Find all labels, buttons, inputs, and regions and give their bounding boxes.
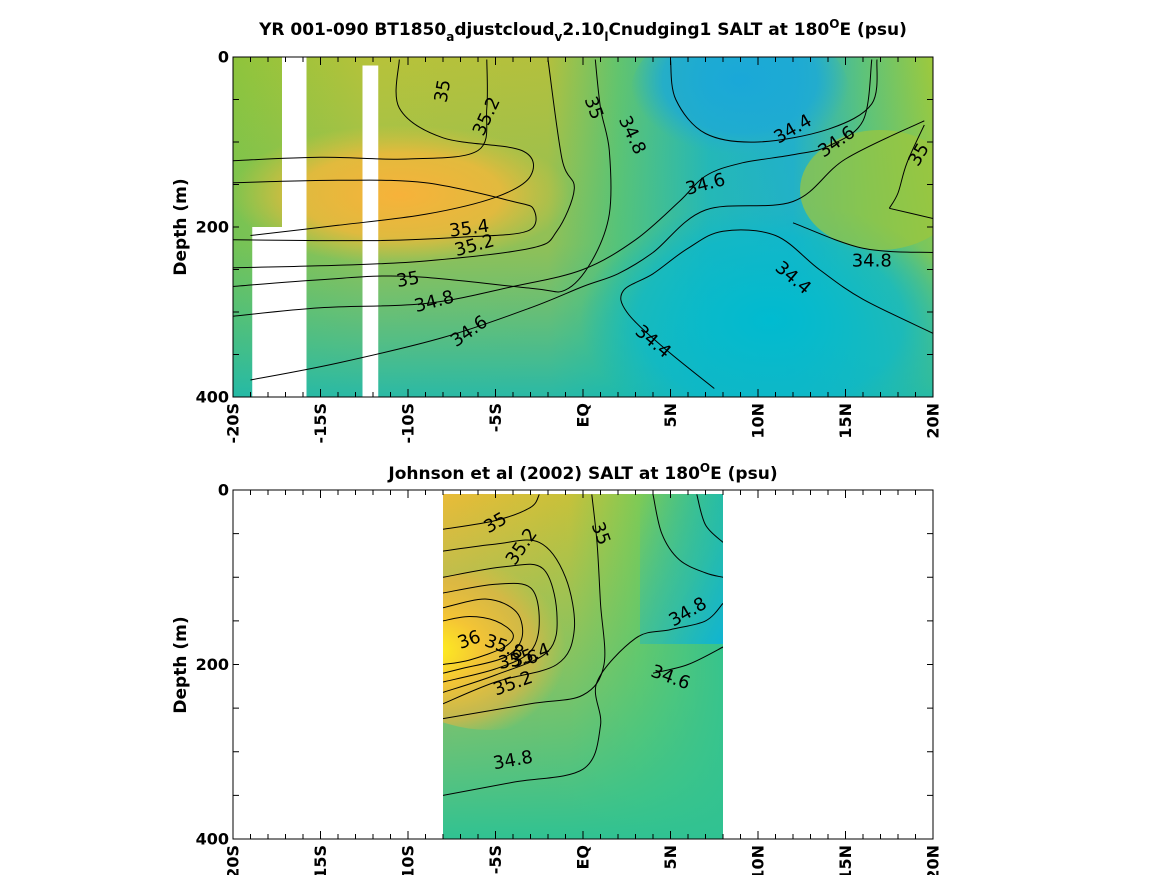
x-tick-label: 20N <box>924 845 943 875</box>
x-tick-label: 20N <box>924 403 943 439</box>
contour-line-35-4-3 <box>443 563 558 693</box>
contour-line-34-8-8 <box>652 494 723 578</box>
contour-line-34-8-5 <box>233 59 873 317</box>
contour-line-34-8-7 <box>443 603 723 796</box>
x-tick-label: 10N <box>749 403 768 439</box>
contour-line-35-2-3 <box>233 59 575 269</box>
contour-line-35-2-1 <box>233 59 488 162</box>
top-chart-title: YR 001-090 BT1850adjustcloudv2.10lCnudgi… <box>258 17 907 44</box>
x-tick-label: -20S <box>224 845 243 875</box>
contour-line-35-4-2 <box>233 179 537 242</box>
contour-line-34-6-9 <box>652 646 723 674</box>
x-tick-label: EQ <box>574 403 593 428</box>
x-tick-label: 15N <box>836 845 855 875</box>
top-contour-lines <box>233 59 933 389</box>
contour-label-10: 35 <box>395 267 421 292</box>
y-tick-label: 200 <box>196 218 229 237</box>
bottom-chart-title: Johnson et al (2002) SALT at 180OE (psu) <box>387 461 777 484</box>
contour-line-35-7 <box>889 207 933 219</box>
contour-line-34-4-9 <box>670 59 878 143</box>
top-missing-data-columns <box>252 57 379 397</box>
x-tick-label: -20S <box>224 403 243 443</box>
x-tick-label: EQ <box>574 845 593 870</box>
x-tick-label: 10N <box>749 845 768 875</box>
bottom-salinity-field <box>443 494 723 839</box>
y-tick-label: 0 <box>218 48 229 67</box>
contour-line-34-6-6 <box>250 120 925 381</box>
top-axis-ticks: -20S -15S -10S -5S EQ 5N 10N 15N 20N 0 200 400 <box>196 48 943 444</box>
x-tick-label: 15N <box>836 403 855 439</box>
missing-data-column-0 <box>282 57 307 397</box>
x-tick-label: -10S <box>399 845 418 875</box>
contour-line-34-8-11 <box>792 222 933 253</box>
contour-label-0: 35 <box>431 78 456 104</box>
x-tick-label: 5N <box>661 845 680 870</box>
contour-line-35-5 <box>443 494 540 530</box>
top-y-axis-label: Depth (m) <box>171 178 191 275</box>
missing-data-column-1 <box>362 65 379 397</box>
contour-line-35-8 <box>888 124 925 209</box>
contour-line-35-8-1 <box>443 598 524 674</box>
contour-line-35-6 <box>443 494 606 720</box>
x-tick-label: -5S <box>486 845 505 874</box>
contour-line-35-0 <box>250 59 535 236</box>
contour-line-35-2-4 <box>443 539 576 705</box>
contour-line-36-0 <box>443 615 514 665</box>
contour-line-35-4 <box>233 59 612 293</box>
contour-label-14: 34.8 <box>852 251 892 272</box>
y-tick-label: 400 <box>196 830 229 849</box>
top-salinity-field <box>233 57 933 397</box>
x-tick-label: -15S <box>311 845 330 875</box>
bottom-y-axis-label: Depth (m) <box>171 616 191 713</box>
y-tick-label: 0 <box>218 481 229 500</box>
contour-line-35-6-2 <box>443 582 540 683</box>
bottom-axis-ticks: -20S -15S -10S -5S EQ 5N 10N 15N 20N 0 200 400 <box>196 481 943 875</box>
x-tick-label: -15S <box>311 403 330 443</box>
contour-line-34-6-10 <box>696 494 723 543</box>
bottom-contour-lines <box>443 494 723 796</box>
x-tick-label: 5N <box>661 403 680 428</box>
y-tick-label: 200 <box>196 655 229 674</box>
y-tick-label: 400 <box>196 388 229 407</box>
contour-line-34-4-10 <box>620 229 933 389</box>
x-tick-label: -5S <box>486 403 505 432</box>
x-tick-label: -10S <box>399 403 418 443</box>
